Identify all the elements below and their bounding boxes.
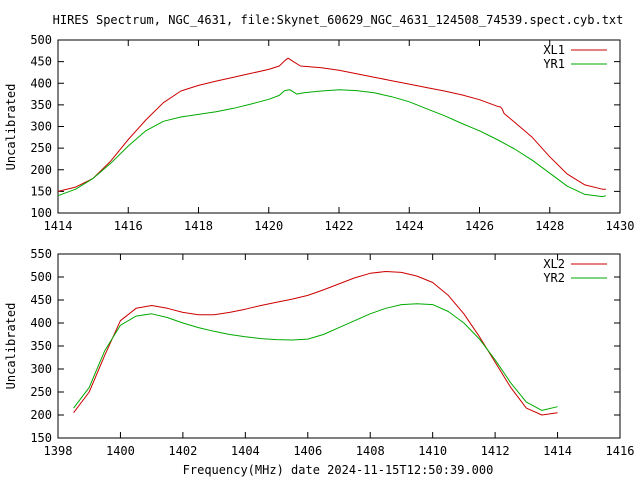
y-axis-label: Uncalibrated — [4, 303, 18, 390]
x-tick-label: 1424 — [395, 219, 424, 233]
y-tick-label: 250 — [30, 141, 52, 155]
y-tick-label: 350 — [30, 98, 52, 112]
y-axis-label: Uncalibrated — [4, 84, 18, 171]
x-tick-label: 1430 — [606, 219, 635, 233]
top-spectrum-panel: 1414 1416 1418 1420 1422 1424 1426 1428 1430 100 1… — [4, 33, 634, 233]
legend-label-xl2: XL2 — [543, 257, 565, 271]
legend-label-xl1: XL1 — [543, 43, 565, 57]
series-line-yr1 — [57, 89, 607, 198]
x-tick-label: 1414 — [44, 219, 73, 233]
y-tick-label: 400 — [30, 76, 52, 90]
x-tick-label: 1428 — [535, 219, 564, 233]
y-tick-label: 200 — [30, 163, 52, 177]
y-tick-label: 550 — [30, 247, 52, 261]
x-tick-label: 1402 — [168, 444, 197, 458]
series-line-yr2 — [73, 303, 558, 411]
x-tick-label: 1404 — [231, 444, 260, 458]
x-axis-label: Frequency(MHz) date 2024-11-15T12:50:39.… — [183, 463, 494, 477]
y-tick-label: 450 — [30, 293, 52, 307]
y-tick-label: 300 — [30, 362, 52, 376]
y-tick-label: 500 — [30, 270, 52, 284]
y-tick-label: 200 — [30, 408, 52, 422]
y-tick-label: 150 — [30, 431, 52, 445]
y-tick-label: 350 — [30, 339, 52, 353]
x-tick-label: 1410 — [418, 444, 447, 458]
y-tick-label: 450 — [30, 55, 52, 69]
legend-label-yr1: YR1 — [543, 57, 565, 71]
x-tick-label: 1406 — [293, 444, 322, 458]
series-line-xl2 — [73, 271, 558, 416]
y-tick-label: 250 — [30, 385, 52, 399]
legend-label-yr2: YR2 — [543, 271, 565, 285]
y-tick-label: 100 — [30, 206, 52, 220]
y-tick-label: 300 — [30, 120, 52, 134]
x-tick-label: 1422 — [325, 219, 354, 233]
x-tick-label: 1400 — [106, 444, 135, 458]
series-line-xl1 — [57, 57, 606, 192]
y-tick-label: 500 — [30, 33, 52, 47]
bottom-spectrum-panel: 1398 1400 1402 1404 1406 1408 1410 1412 1414 1416… — [4, 247, 634, 458]
x-tick-label: 1416 — [114, 219, 143, 233]
x-tick-label: 1414 — [543, 444, 572, 458]
y-tick-label: 400 — [30, 316, 52, 330]
chart-title: HIRES Spectrum, NGC_4631, file:Skynet_60… — [53, 13, 624, 27]
x-tick-label: 1420 — [254, 219, 283, 233]
plot-frame — [57, 39, 621, 214]
y-tick-label: 150 — [30, 184, 52, 198]
x-tick-label: 1426 — [465, 219, 494, 233]
x-tick-label: 1398 — [44, 444, 73, 458]
x-tick-label: 1408 — [356, 444, 385, 458]
plot-frame — [57, 253, 621, 439]
x-tick-label: 1418 — [184, 219, 213, 233]
x-tick-label: 1412 — [481, 444, 510, 458]
x-tick-label: 1416 — [606, 444, 635, 458]
